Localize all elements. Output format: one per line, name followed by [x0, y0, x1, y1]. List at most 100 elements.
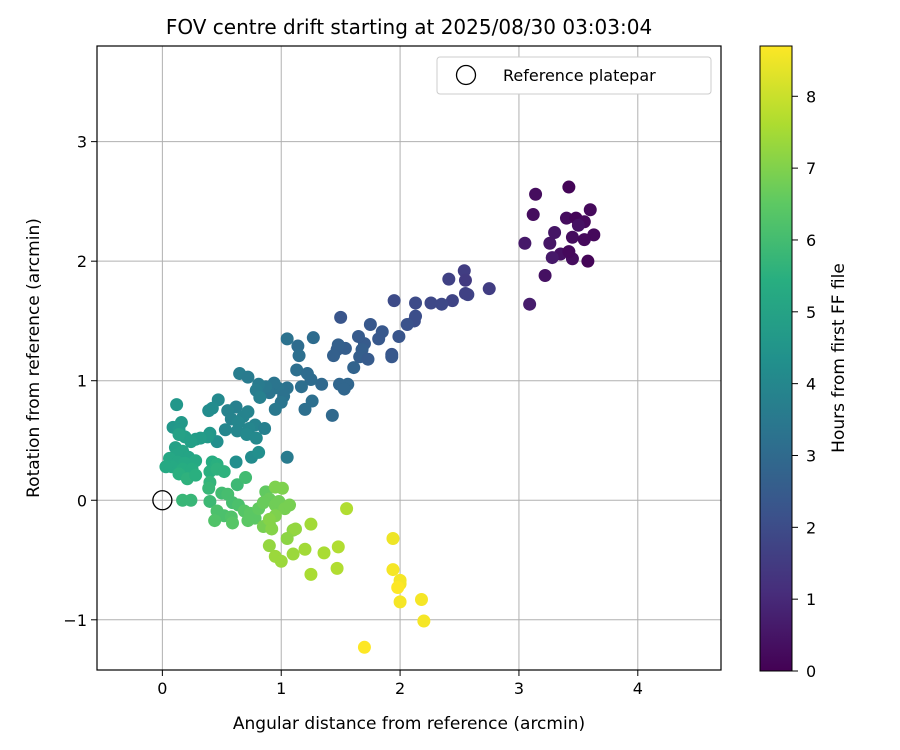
scatter-point [387, 294, 401, 308]
scatter-point [290, 363, 304, 377]
scatter-point [253, 390, 267, 404]
scatter-point [351, 329, 365, 343]
scatter-point [317, 546, 331, 560]
legend: Reference platepar [436, 56, 712, 95]
scatter-point [393, 595, 407, 609]
scatter-point [417, 614, 431, 628]
scatter-point [325, 408, 339, 422]
scatter-point [565, 230, 579, 244]
scatter-point [280, 332, 294, 346]
scatter-point [386, 563, 400, 577]
scatter-point [217, 465, 231, 479]
scatter-point [258, 422, 272, 436]
scatter-point [298, 542, 312, 556]
scatter-point [304, 567, 318, 581]
scatter-point [409, 296, 423, 310]
scatter-point [559, 211, 573, 225]
colorbar-tick-label: 2 [806, 518, 816, 537]
scatter-point [562, 245, 576, 259]
colorbar-tick-label: 3 [806, 446, 816, 465]
scatter-point [424, 296, 438, 310]
scatter-point [583, 203, 597, 217]
y-tick-label: 2 [77, 252, 87, 271]
scatter-point [268, 402, 282, 416]
scatter-point [241, 514, 255, 528]
scatter-point [189, 468, 203, 482]
scatter-point [581, 254, 595, 268]
scatter-point [291, 339, 305, 353]
x-tick-label: 1 [276, 679, 286, 698]
scatter-point [518, 236, 532, 250]
scatter-point [330, 561, 344, 575]
scatter-point [283, 498, 297, 512]
scatter-point [202, 404, 216, 418]
scatter-point [577, 233, 591, 247]
plot-frame [96, 45, 722, 671]
scatter-point [298, 402, 312, 416]
colorbar-tick-label: 8 [806, 87, 816, 106]
scatter-point [543, 236, 557, 250]
scatter-point [327, 349, 341, 363]
x-axis: 0 1 2 3 4 [157, 670, 643, 698]
scatter-point [241, 370, 255, 384]
chart-title: FOV centre drift starting at 2025/08/30 … [166, 15, 652, 39]
colorbar-tick-label: 6 [806, 231, 816, 250]
scatter-point [334, 310, 348, 324]
scatter-point [523, 297, 537, 311]
scatter-point [392, 329, 406, 343]
data-points [159, 180, 601, 654]
scatter-point [529, 187, 543, 201]
scatter-point [252, 445, 266, 459]
scatter-point [361, 352, 375, 366]
colorbar-label: Hours from first FF file [829, 263, 849, 453]
scatter-point [249, 431, 263, 445]
colorbar-tick-label: 1 [806, 590, 816, 609]
colorbar-tick-label: 0 [806, 662, 816, 681]
scatter-point [288, 522, 302, 536]
scatter-point [545, 251, 559, 265]
scatter-point [331, 338, 345, 352]
scatter-point [386, 532, 400, 546]
scatter-point [184, 493, 198, 507]
y-tick-label: −1 [63, 611, 87, 630]
colorbar-tick-label: 4 [806, 375, 816, 394]
scatter-point [203, 494, 217, 508]
y-axis-label: Rotation from reference (arcmin) [24, 218, 44, 498]
scatter-point [571, 218, 585, 232]
scatter-point [294, 380, 308, 394]
scatter-point [256, 496, 270, 510]
y-axis: −1 0 1 2 3 [63, 133, 97, 630]
x-tick-label: 3 [514, 679, 524, 698]
reference-marker [152, 490, 173, 511]
scatter-point [372, 332, 386, 346]
scatter-point [442, 272, 456, 286]
x-tick-label: 0 [157, 679, 167, 698]
scatter-point [315, 377, 329, 391]
scatter-point [482, 282, 496, 296]
grid-lines [97, 46, 721, 670]
scatter-point [340, 502, 354, 516]
scatter-point [159, 460, 173, 474]
scatter-point [331, 540, 345, 554]
scatter-point [218, 423, 232, 437]
x-tick-label: 2 [395, 679, 405, 698]
scatter-point [363, 318, 377, 332]
scatter-point [538, 269, 552, 283]
x-tick-label: 4 [633, 679, 643, 698]
scatter-point [400, 318, 414, 332]
scatter-point [457, 264, 471, 278]
y-tick-label: 1 [77, 372, 87, 391]
scatter-point [225, 516, 239, 530]
scatter-point [265, 522, 279, 536]
colorbar-gradient [759, 45, 793, 672]
scatter-point [286, 547, 300, 561]
scatter-point [170, 398, 184, 412]
y-tick-label: 0 [77, 491, 87, 510]
scatter-point [202, 481, 216, 495]
scatter-point [239, 471, 253, 485]
scatter-point [208, 514, 222, 528]
scatter-point [435, 297, 449, 311]
scatter-point [274, 554, 288, 568]
legend-entry-reference: Reference platepar [503, 66, 656, 85]
